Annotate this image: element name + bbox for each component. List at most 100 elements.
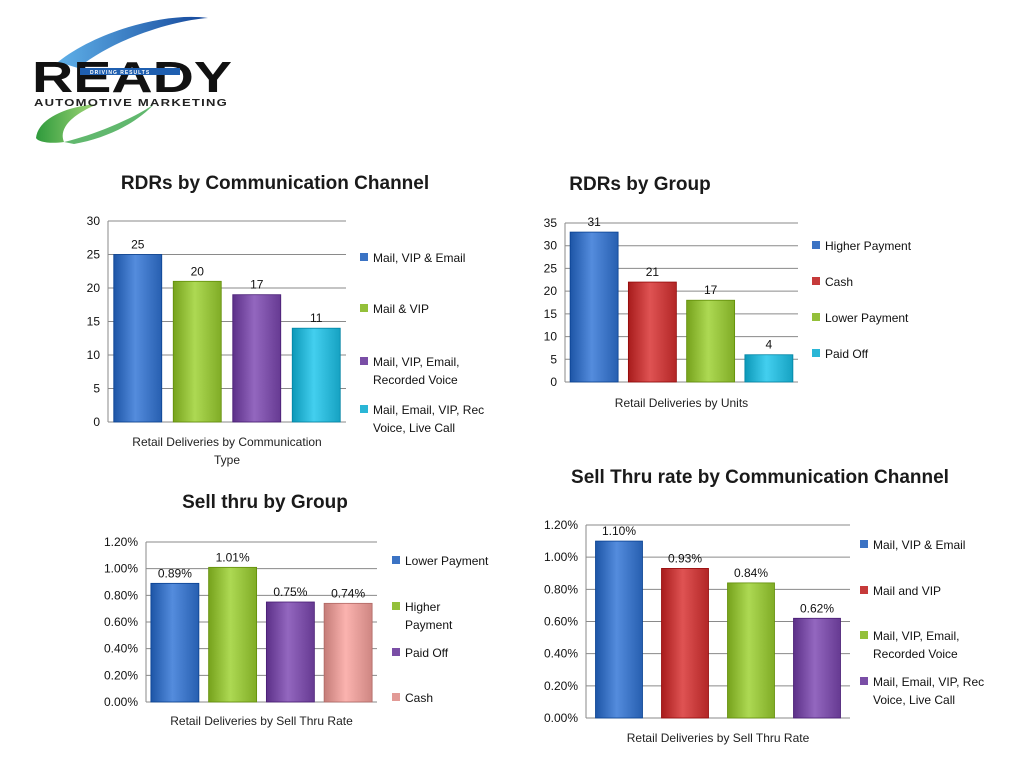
legend-label: Lower Payment	[405, 554, 489, 568]
data-label: 17	[250, 278, 264, 292]
bar-3	[686, 299, 736, 383]
bar-3	[727, 582, 775, 719]
y-tick-label: 1.20%	[104, 535, 138, 549]
y-tick-label: 30	[87, 214, 101, 228]
y-tick-label: 25	[544, 261, 558, 275]
bar-4	[323, 602, 373, 703]
legend-label: Mail, VIP, Email,	[873, 629, 959, 643]
y-tick-label: 15	[544, 307, 558, 321]
y-tick-label: 30	[544, 239, 558, 253]
legend-label: Voice, Live Call	[373, 421, 455, 435]
bar-2	[208, 566, 258, 703]
bar-3	[265, 601, 315, 703]
data-label: 0.75%	[273, 585, 307, 599]
logo-tagline: DRIVING RESULTS	[90, 70, 150, 76]
logo-green-swoosh	[36, 104, 98, 143]
x-axis-label: Type	[214, 453, 240, 467]
y-tick-label: 0.60%	[544, 615, 578, 629]
chart-title: Sell Thru rate by Communication Channel	[571, 467, 949, 488]
data-label: 0.74%	[331, 586, 365, 600]
logo-green-swoosh-2	[64, 104, 154, 144]
data-label: 17	[704, 283, 718, 297]
legend-label: Paid Off	[825, 347, 869, 361]
legend-swatch	[812, 241, 820, 249]
bar-4	[793, 617, 841, 719]
y-tick-label: 0.00%	[544, 711, 578, 725]
legend-swatch	[392, 693, 400, 701]
y-tick-label: 1.00%	[104, 562, 138, 576]
chart-title: Sell thru by Group	[182, 492, 348, 513]
legend-label: Recorded Voice	[373, 373, 458, 387]
legend-swatch	[360, 304, 368, 312]
legend-swatch	[860, 677, 868, 685]
data-label: 1.01%	[216, 550, 250, 564]
bar-1	[569, 231, 619, 383]
data-label: 1.10%	[602, 524, 636, 538]
legend-swatch	[860, 540, 868, 548]
chart-rdr-channel: RDRs by Communication Channel 0 5 10 15 20 25 3…	[87, 173, 485, 467]
data-label: 0.93%	[668, 551, 702, 565]
y-tick-label: 0.40%	[104, 642, 138, 656]
y-tick-label: 0.60%	[104, 615, 138, 629]
x-axis-label: Retail Deliveries by Sell Thru Rate	[627, 731, 810, 745]
legend-label: Higher	[405, 600, 440, 614]
chart-sell-channel: Sell Thru rate by Communication Channel 0…	[544, 467, 984, 745]
legend-label: Mail & VIP	[373, 302, 429, 316]
chart-rdr-group: RDRs by Group 0 5 10 15 20 25 30 35 31 Higher Paym…	[544, 174, 912, 410]
data-label: 4	[766, 338, 773, 352]
legend-label: Paid Off	[405, 646, 449, 660]
y-tick-label: 0.00%	[104, 695, 138, 709]
bar-4	[744, 354, 794, 383]
legend-swatch	[860, 586, 868, 594]
y-tick-label: 0.40%	[544, 647, 578, 661]
legend-swatch	[812, 313, 820, 321]
legend-label: Lower Payment	[825, 311, 909, 325]
legend-swatch	[360, 405, 368, 413]
legend-label: Mail, Email, VIP, Rec	[873, 675, 984, 689]
x-axis-label: Retail Deliveries by Communication	[132, 435, 321, 449]
data-label: 20	[191, 264, 205, 278]
legend-swatch	[812, 349, 820, 357]
data-label: 31	[587, 215, 601, 229]
y-tick-label: 35	[544, 216, 558, 230]
legend-label: Recorded Voice	[873, 647, 958, 661]
bar-1	[595, 540, 643, 719]
y-tick-label: 20	[544, 284, 558, 298]
y-tick-label: 1.20%	[544, 518, 578, 532]
legend-swatch	[812, 277, 820, 285]
y-tick-label: 1.00%	[544, 550, 578, 564]
logo-subtitle: AUTOMOTIVE MARKETING	[34, 97, 228, 109]
bar-4	[291, 327, 341, 423]
data-label: 0.84%	[734, 566, 768, 580]
legend-label: Mail, VIP, Email,	[373, 355, 459, 369]
chart-sell-group: Sell thru by Group 0.00% 0.20% 0.40% 0.60% 0.…	[104, 492, 489, 728]
y-tick-label: 0.20%	[104, 668, 138, 682]
y-tick-label: 0.80%	[104, 588, 138, 602]
legend-label: Mail, VIP & Email	[373, 251, 465, 265]
legend-swatch	[360, 253, 368, 261]
logo-blue-swoosh	[58, 16, 208, 68]
bar-2	[172, 280, 222, 423]
y-tick-label: 5	[550, 352, 557, 366]
bar-3	[232, 294, 282, 423]
y-tick-label: 20	[87, 281, 101, 295]
legend-label: Mail, Email, VIP, Rec	[373, 403, 484, 417]
logo-wordmark: READY	[32, 53, 232, 102]
legend-label: Higher Payment	[825, 239, 912, 253]
legend-label: Mail, VIP & Email	[873, 538, 965, 552]
bar-2	[627, 281, 677, 383]
legend-swatch	[392, 602, 400, 610]
legend-swatch	[360, 357, 368, 365]
legend-swatch	[860, 631, 868, 639]
y-tick-label: 10	[544, 330, 558, 344]
chart-title: RDRs by Communication Channel	[121, 173, 429, 194]
y-tick-label: 25	[87, 248, 101, 262]
y-tick-label: 10	[87, 348, 101, 362]
legend-label: Voice, Live Call	[873, 693, 955, 707]
data-label: 0.62%	[800, 601, 834, 615]
legend-label: Payment	[405, 618, 453, 632]
y-tick-label: 0.20%	[544, 679, 578, 693]
chart-title: RDRs by Group	[569, 174, 710, 195]
ready-logo: READY DRIVING RESULTS AUTOMOTIVE MARKETI…	[32, 16, 232, 144]
